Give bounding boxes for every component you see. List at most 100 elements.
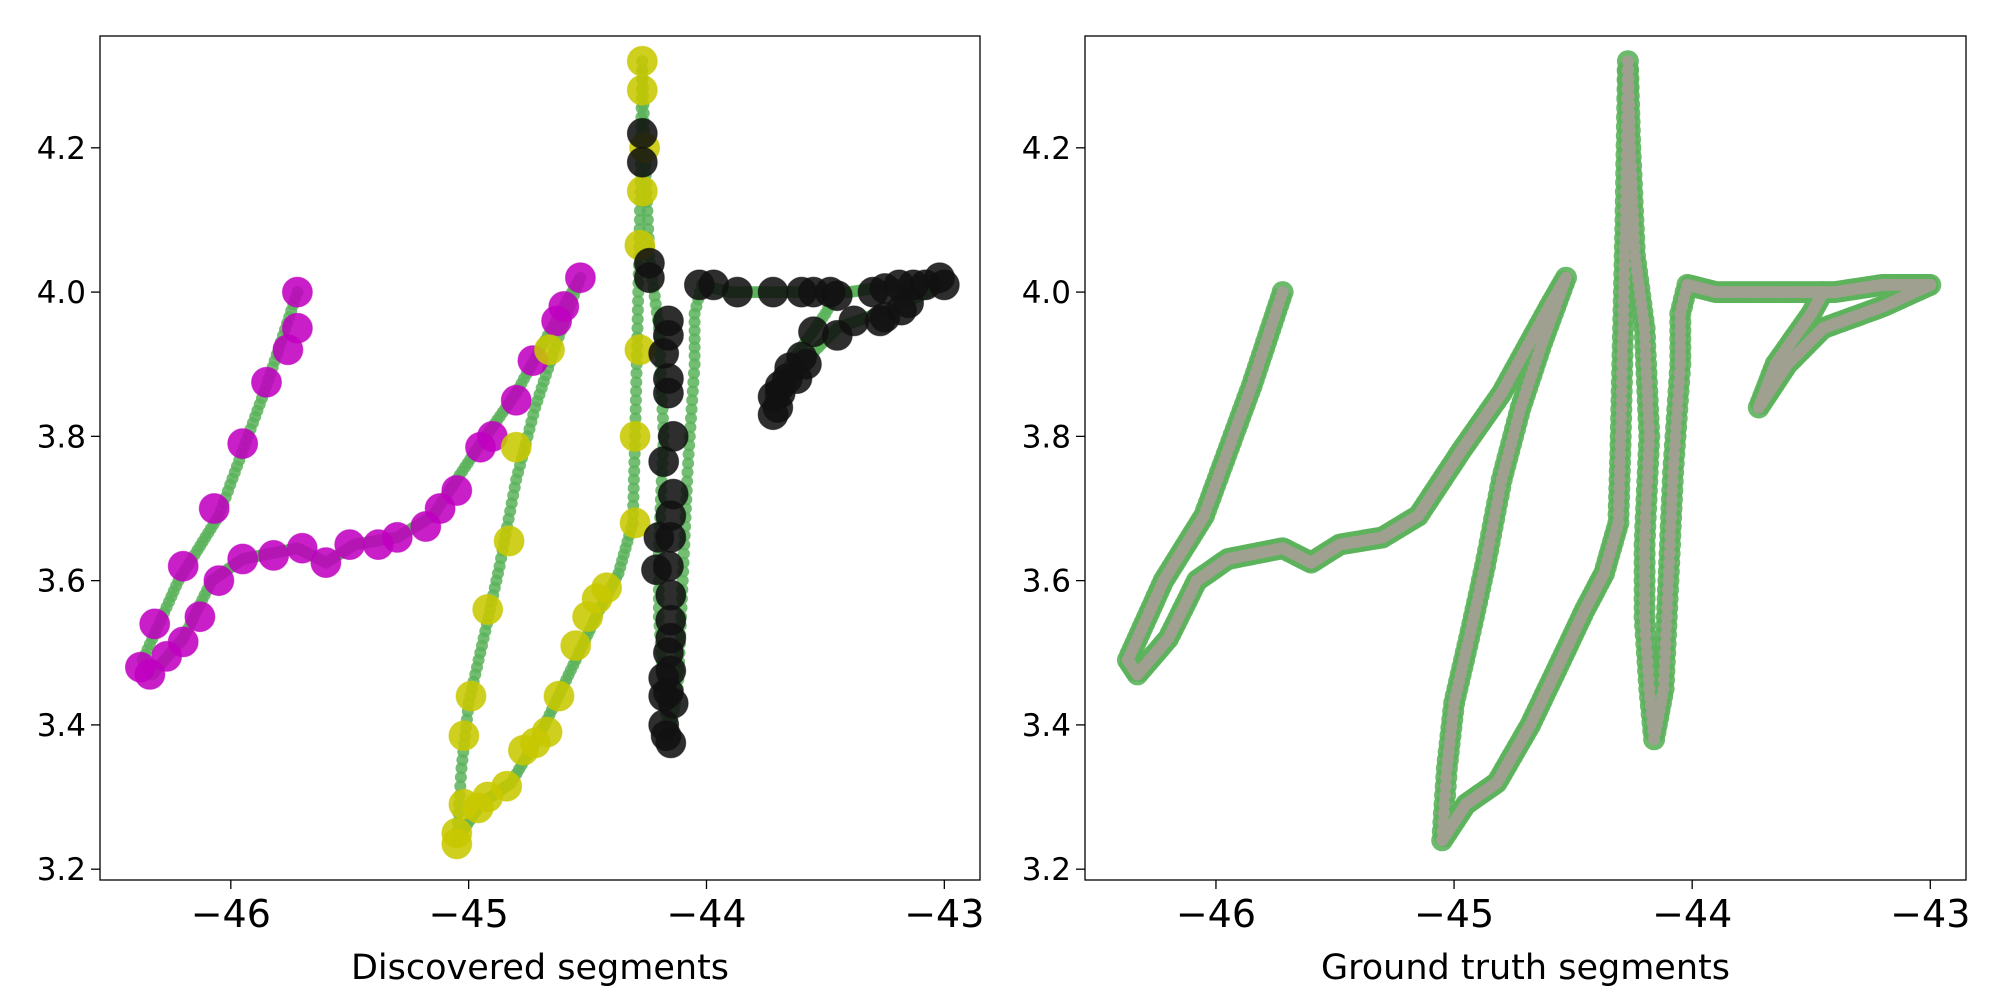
segment-marker-black <box>798 316 829 348</box>
ground-truth-point <box>1659 646 1672 659</box>
ground-truth-point <box>1614 430 1627 443</box>
ground-truth-point <box>1439 789 1452 802</box>
segment-marker-black <box>648 446 680 478</box>
segment-marker-magenta <box>227 428 259 460</box>
segment-marker-yellow <box>500 431 532 463</box>
ground-truth-point <box>1623 98 1636 111</box>
segment-marker-magenta <box>500 384 532 416</box>
ground-truth-point <box>1667 457 1680 470</box>
ground-truth-point <box>1658 673 1670 686</box>
segment-marker-yellow <box>626 45 658 77</box>
ground-truth-point <box>1640 646 1653 659</box>
ground-truth-point <box>1663 556 1676 569</box>
ground-truth-point <box>1625 168 1638 181</box>
segment-marker-black <box>786 341 818 373</box>
ground-truth-point <box>1642 664 1655 677</box>
ground-truth-point <box>1672 385 1685 398</box>
ground-truth-point <box>1640 376 1653 389</box>
y-tick-label: 3.6 <box>1022 564 1071 600</box>
ground-truth-point <box>1638 610 1651 623</box>
ground-truth-point <box>1627 204 1639 217</box>
ground-truth-point <box>1665 511 1678 524</box>
track-point <box>688 349 701 362</box>
ground-truth-point <box>1663 547 1676 560</box>
track-point <box>687 376 700 389</box>
ground-truth-point <box>1625 177 1638 190</box>
ground-truth-point <box>1642 448 1655 461</box>
segment-marker-magenta <box>548 291 580 322</box>
ground-truth-point <box>1625 159 1638 172</box>
ground-truth-point <box>1641 475 1654 488</box>
segment-marker-yellow <box>493 525 525 557</box>
track-point <box>688 324 701 337</box>
track-point <box>682 457 695 470</box>
segment-marker-magenta <box>310 547 342 579</box>
x-tick-label: −43 <box>1890 892 1970 936</box>
ground-truth-point <box>1660 628 1672 641</box>
ground-truth-point <box>1638 538 1651 551</box>
track-point <box>455 762 468 775</box>
x-tick-label: −46 <box>1176 892 1256 936</box>
segment-marker-black <box>757 276 789 308</box>
ground-truth-point <box>1638 574 1651 587</box>
ground-truth-point <box>1616 331 1629 344</box>
track-point <box>631 313 644 326</box>
segment-marker-magenta <box>564 262 596 294</box>
y-tick-label: 3.2 <box>1022 852 1071 888</box>
ground-truth-point <box>1662 565 1675 578</box>
segment-marker-black <box>633 262 665 294</box>
segment-marker-yellow <box>534 334 565 366</box>
ground-truth-point <box>1617 295 1630 308</box>
ground-truth-point <box>1617 322 1630 335</box>
ground-truth-point <box>1618 250 1631 262</box>
ground-truth-point <box>1627 213 1640 226</box>
ground-truth-point <box>1662 574 1675 587</box>
ground-truth-point <box>1617 313 1630 326</box>
x-axis-label: Discovered segments <box>351 948 729 988</box>
ground-truth-point <box>1670 412 1683 425</box>
ground-truth-point <box>1642 673 1655 686</box>
track-point <box>688 316 701 329</box>
track-point <box>685 403 698 416</box>
ground-truth-point <box>1640 637 1653 650</box>
ground-truth-point <box>1641 655 1654 668</box>
discovered-segments-panel: −46 −45 −44 −43 3.2 3.4 3.6 3.8 4.0 4.2 Discovere… <box>37 35 984 988</box>
ground-truth-point <box>1665 493 1678 506</box>
ground-truth-point <box>1673 367 1686 380</box>
segment-marker-yellow <box>560 630 592 662</box>
segment-marker-magenta <box>381 521 413 553</box>
ground-truth-point <box>1624 150 1637 163</box>
ground-truth-point <box>1616 340 1629 353</box>
ground-truth-point <box>1640 367 1653 380</box>
track-point <box>631 322 644 335</box>
ground-truth-point <box>1657 682 1670 695</box>
ground-truth-point <box>1638 556 1651 569</box>
ground-truth-point <box>1662 583 1674 596</box>
ground-truth-point <box>1664 520 1677 533</box>
ground-truth-point <box>1643 430 1656 443</box>
segment-marker-magenta <box>227 543 259 575</box>
ground-truth-point <box>1627 223 1640 235</box>
ground-truth-point <box>1622 72 1635 85</box>
ground-truth-point <box>1615 385 1628 398</box>
segment-marker-yellow <box>472 594 504 625</box>
ground-truth-point <box>1622 81 1635 94</box>
ground-truth-point <box>1437 807 1450 820</box>
segment-marker-magenta <box>251 366 282 398</box>
ground-truth-point <box>1615 394 1628 407</box>
segment-marker-black <box>771 363 803 395</box>
segment-marker-black <box>652 319 684 351</box>
ground-truth-point <box>1612 516 1625 529</box>
ground-truth-point <box>1817 286 1830 299</box>
segment-marker-black <box>652 377 684 409</box>
track-point <box>628 456 641 469</box>
segment-marker-magenta <box>281 276 313 308</box>
ground-truth-point <box>1638 592 1651 605</box>
y-tick-label: 3.6 <box>37 564 86 600</box>
ground-truth-point <box>1626 186 1639 199</box>
ground-truth-point <box>1622 63 1635 76</box>
ground-truth-point <box>1639 331 1651 344</box>
y-tick-label: 4.0 <box>37 275 86 311</box>
ground-truth-point <box>1638 547 1651 560</box>
